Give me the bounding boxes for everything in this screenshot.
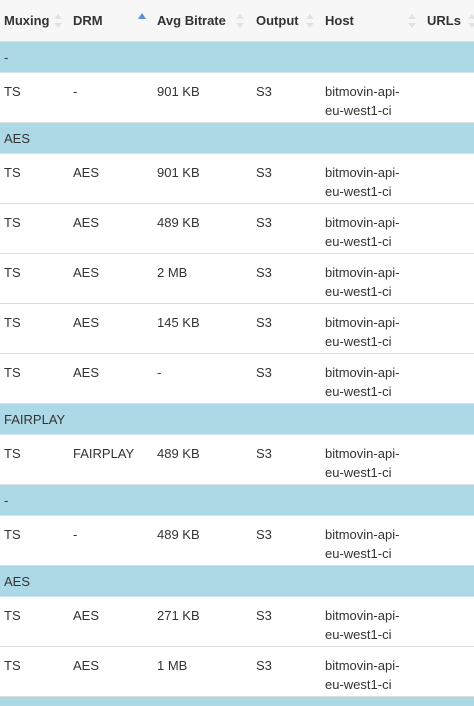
data-row: TS AES 901 KB S3 bitmovin-api-eu-west1-ci <box>0 154 474 204</box>
cell-text: bitmovin-api-eu-west1-ci <box>325 527 400 561</box>
cell-text: TS <box>4 84 21 99</box>
data-row: TS FAIRPLAY 489 KB S3 bitmovin-api-eu-west1-… <box>0 435 474 485</box>
cell-text: 489 KB <box>157 446 200 461</box>
cell-text: S3 <box>256 446 272 461</box>
sort-icon[interactable] <box>408 13 416 29</box>
cell-text: - <box>73 84 78 99</box>
cell-text: AES <box>73 215 100 230</box>
cell-text: bitmovin-api-eu-west1-ci <box>325 658 400 692</box>
cell-text: bitmovin-api-eu-west1-ci <box>325 446 400 480</box>
sort-icon[interactable] <box>236 13 244 29</box>
column-header[interactable]: Output <box>256 13 299 28</box>
cell-text: TS <box>4 608 21 623</box>
cell-text: TS <box>4 658 21 673</box>
cell-text: 271 KB <box>157 608 200 623</box>
cell-text: bitmovin-api-eu-west1-ci <box>325 315 400 349</box>
group-label: - <box>4 50 9 65</box>
cell-text: bitmovin-api-eu-west1-ci <box>325 165 400 199</box>
cell-text: S3 <box>256 365 272 380</box>
sort-icon[interactable] <box>54 13 62 29</box>
cell-text: TS <box>4 365 21 380</box>
data-row: TS AES - S3 bitmovin-api-eu-west1-ci <box>0 354 474 404</box>
cell-text: FAIRPLAY <box>73 446 135 461</box>
cell-text: TS <box>4 165 21 180</box>
cell-text: S3 <box>256 658 272 673</box>
column-header[interactable]: DRM <box>73 13 103 28</box>
cell-text: 901 KB <box>157 165 200 180</box>
data-row: TS AES 1 MB S3 bitmovin-api-eu-west1-ci <box>0 647 474 697</box>
cell-text: 145 KB <box>157 315 200 330</box>
cell-text: bitmovin-api-eu-west1-ci <box>325 84 400 118</box>
cell-text: AES <box>73 165 100 180</box>
data-row: TS AES 2 MB S3 bitmovin-api-eu-west1-ci <box>0 254 474 304</box>
group-row: AES <box>0 123 474 154</box>
sort-icon[interactable] <box>306 13 314 29</box>
cell-text: AES <box>73 658 100 673</box>
cell-text: S3 <box>256 608 272 623</box>
data-row: TS - 901 KB S3 bitmovin-api-eu-west1-ci <box>0 73 474 123</box>
cell-text: S3 <box>256 527 272 542</box>
cell-text: AES <box>73 265 100 280</box>
cell-text: - <box>157 365 162 380</box>
cell-text: AES <box>73 315 100 330</box>
cell-text: bitmovin-api-eu-west1-ci <box>325 265 400 299</box>
group-label: AES <box>4 574 31 589</box>
group-label: - <box>4 493 9 508</box>
column-header[interactable]: Host <box>325 13 354 28</box>
cell-text: TS <box>4 265 21 280</box>
cell-text: - <box>73 527 78 542</box>
cell-text: AES <box>73 608 100 623</box>
sort-icon[interactable] <box>468 13 474 29</box>
data-row: TS AES 489 KB S3 bitmovin-api-eu-west1-ci <box>0 204 474 254</box>
group-row: - <box>0 485 474 516</box>
group-label: FAIRPLAY <box>4 412 66 427</box>
group-label: AES <box>4 131 31 146</box>
cell-text: S3 <box>256 215 272 230</box>
column-header[interactable]: URLs <box>427 13 461 28</box>
cell-text: AES <box>73 365 100 380</box>
group-row: - <box>0 42 474 73</box>
cell-text: S3 <box>256 165 272 180</box>
data-row: TS AES 145 KB S3 bitmovin-api-eu-west1-ci <box>0 304 474 354</box>
header-row: Muxing DRM Avg Bitrate Output Host URLs <box>0 0 474 42</box>
cell-text: S3 <box>256 315 272 330</box>
cell-text: bitmovin-api-eu-west1-ci <box>325 608 400 642</box>
data-row: TS AES 271 KB S3 bitmovin-api-eu-west1-ci <box>0 597 474 647</box>
cell-text: 1 MB <box>157 658 188 673</box>
cell-text: 2 MB <box>157 265 188 280</box>
cell-text: 489 KB <box>157 215 200 230</box>
cell-text: TS <box>4 315 21 330</box>
cell-text: bitmovin-api-eu-west1-ci <box>325 215 400 249</box>
column-header[interactable]: Muxing <box>4 13 50 28</box>
cell-text: 901 KB <box>157 84 200 99</box>
cell-text: TS <box>4 446 21 461</box>
cell-text: bitmovin-api-eu-west1-ci <box>325 365 400 399</box>
group-row: AES <box>0 566 474 597</box>
cell-text: S3 <box>256 84 272 99</box>
cell-text: TS <box>4 527 21 542</box>
column-header[interactable]: Avg Bitrate <box>157 13 226 28</box>
cell-text: TS <box>4 215 21 230</box>
cell-text: 489 KB <box>157 527 200 542</box>
data-row: TS - 489 KB S3 bitmovin-api-eu-west1-ci <box>0 516 474 566</box>
sort-icon[interactable] <box>138 13 146 29</box>
group-row: FAIRPLAY <box>0 404 474 435</box>
cell-text: S3 <box>256 265 272 280</box>
